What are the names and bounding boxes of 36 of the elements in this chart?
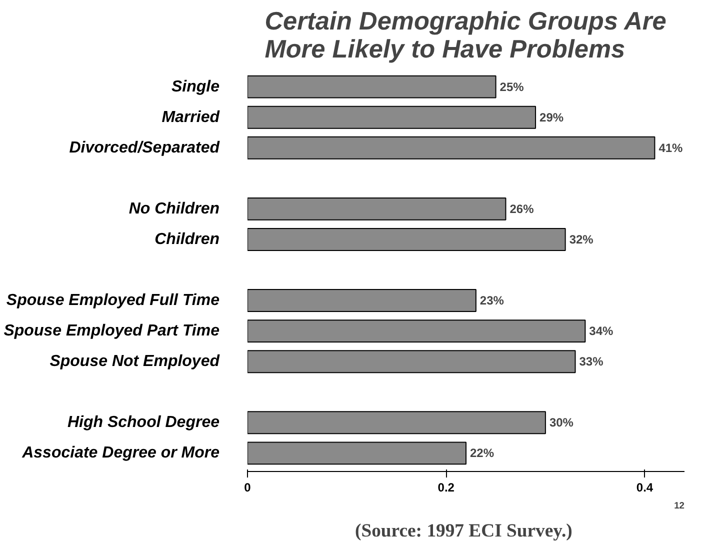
- x-tick-label: 0: [244, 480, 252, 494]
- y-tick-label: Spouse Not Employed: [50, 353, 221, 370]
- y-tick-label: Married: [162, 108, 221, 126]
- bar: [248, 350, 576, 374]
- data-label: 25%: [500, 80, 524, 94]
- data-label: 34%: [589, 324, 614, 338]
- bar: [248, 228, 566, 251]
- bar: [248, 75, 496, 98]
- bar: [248, 106, 536, 129]
- chart-title: Certain Demographic Groups Are More Likely to Have Problems: [264, 8, 666, 64]
- y-tick-label: Children: [154, 230, 220, 248]
- bar: [248, 442, 466, 465]
- data-label: 22%: [470, 446, 494, 460]
- data-label: 23%: [480, 294, 504, 308]
- data-label: 29%: [540, 110, 564, 124]
- data-label: 26%: [510, 202, 534, 216]
- y-tick-label: No Children: [128, 200, 220, 218]
- bar: [248, 320, 586, 343]
- bar: [248, 411, 546, 434]
- bar: [248, 289, 476, 312]
- y-tick-label: Single: [171, 78, 220, 96]
- y-tick-label: Spouse Employed Part Time: [4, 322, 220, 340]
- text: (Source: 1997 ECI Survey.): [355, 520, 572, 542]
- data-label: 30%: [549, 416, 574, 430]
- bar: [248, 197, 506, 220]
- y-tick-label: Spouse Employed Full Time: [6, 292, 220, 310]
- data-label: 33%: [579, 354, 604, 369]
- data-label: 41%: [658, 140, 684, 155]
- x-tick-label: 0.4: [636, 480, 654, 494]
- y-tick-label: Divorced/Separated: [69, 139, 221, 156]
- y-tick-label: High School Degree: [67, 414, 220, 432]
- text: 12: [674, 500, 685, 510]
- x-tick-label: 0.2: [438, 480, 455, 494]
- y-tick-label: Associate Degree or More: [21, 444, 220, 462]
- bar: [248, 136, 656, 160]
- data-label: 32%: [569, 232, 594, 246]
